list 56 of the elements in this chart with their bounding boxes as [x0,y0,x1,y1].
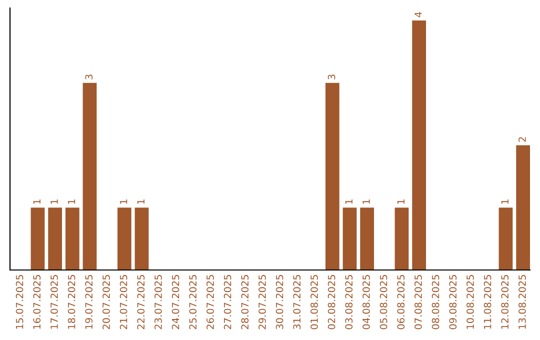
x-tick-label: 13.08.2025 [518,275,526,329]
bar [48,208,62,270]
bar [30,208,45,270]
x-tick-label: 02.08.2025 [328,275,336,330]
x-tick-label: 31.07.2025 [293,275,301,330]
bar [498,208,513,270]
bar [360,208,374,270]
data-label: 2 [518,137,526,142]
x-tick-label: 19.07.2025 [85,275,93,329]
bar [325,82,340,270]
data-label: 1 [501,200,508,204]
data-label: 1 [345,200,352,204]
data-label: 1 [68,200,76,204]
x-tick-label: 09.08.2025 [449,275,457,330]
x-tick-label: 24.07.2025 [172,275,180,330]
x-tick-label: 21.07.2025 [120,275,128,330]
x-tick-label: 03.08.2025 [345,275,353,330]
data-label: 4 [414,12,422,18]
x-tick-label: 16.07.2025 [33,275,41,329]
x-tick-label: 08.08.2025 [432,275,440,330]
x-tick-label: 18.07.2025 [68,275,76,329]
x-tick-label: 15.07.2025 [16,275,24,329]
x-tick-label: 11.08.2025 [484,275,492,329]
x-tick-label: 01.08.2025 [310,275,318,330]
x-tick-label: 07.08.2025 [414,275,422,330]
x-tick-label: 26.07.2025 [206,275,214,330]
x-tick-label: 30.07.2025 [276,275,284,330]
x-tick-label: 04.08.2025 [362,275,370,330]
x-tick-label: 23.07.2025 [154,275,162,330]
x-tick-label: 12.08.2025 [501,275,509,329]
x-tick-label: 28.07.2025 [241,275,249,330]
data-label: 1 [397,200,404,204]
bar [412,20,426,270]
data-label: 1 [50,200,58,204]
bar [394,208,409,270]
x-tick-label: 25.07.2025 [189,275,197,330]
bar [117,208,132,270]
data-label: 1 [33,200,40,204]
x-tick-label: 29.07.2025 [258,275,266,330]
data-label: 1 [120,200,128,204]
x-tick-label: 22.07.2025 [137,275,145,330]
bar [65,208,80,270]
x-tick-label: 06.08.2025 [397,275,405,330]
bar [82,82,97,270]
bar [342,208,357,270]
data-label: 1 [362,200,370,204]
x-tick-label: 17.07.2025 [50,275,58,329]
bar [516,145,530,270]
bar [134,208,149,270]
x-tick-label: 10.08.2025 [466,275,474,329]
data-label: 3 [328,74,336,80]
x-tick-label: 05.08.2025 [380,275,388,330]
x-tick-label: 20.07.2025 [102,275,110,330]
data-label: 1 [137,200,144,204]
x-tick-label: 27.07.2025 [224,275,232,330]
data-label: 3 [85,74,93,80]
